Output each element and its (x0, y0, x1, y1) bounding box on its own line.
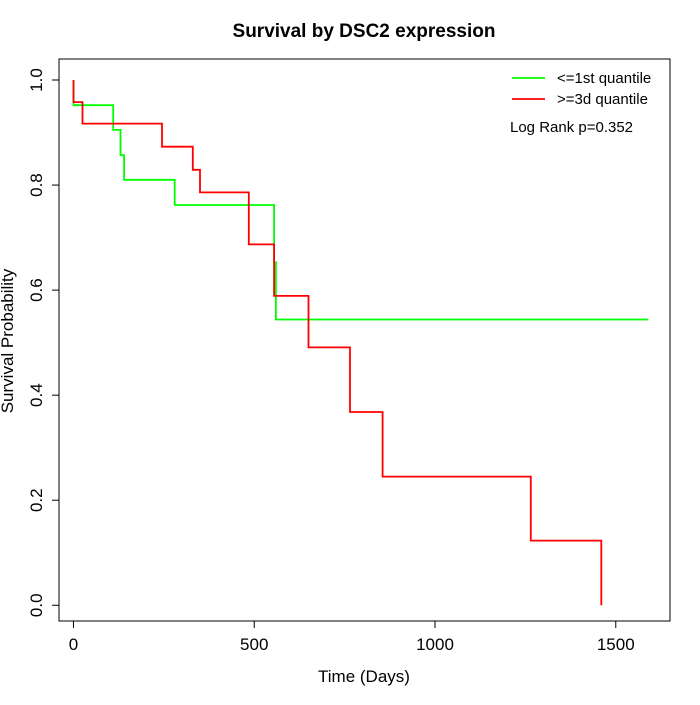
survival-curve-1 (72, 80, 649, 321)
y-tick-label: 0.2 (27, 488, 46, 512)
x-tick-label: 0 (69, 635, 78, 654)
x-tick-label: 500 (240, 635, 268, 654)
y-tick-label: 1.0 (27, 68, 46, 92)
y-tick-label: 0.4 (27, 383, 46, 407)
survival-curve-2 (72, 80, 603, 606)
x-tick-label: 1000 (416, 635, 454, 654)
y-axis-label: Survival Probability (0, 268, 17, 413)
logrank-annotation: Log Rank p=0.352 (510, 119, 633, 136)
y-tick-label: 0.6 (27, 278, 46, 302)
y-axis: 0.0 0.2 0.4 0.6 0.8 1.0 (27, 68, 60, 617)
x-axis: 0 500 1000 1500 (69, 620, 635, 654)
chart-title: Survival by DSC2 expression (233, 21, 496, 42)
x-tick-label: 1500 (597, 635, 635, 654)
x-axis-label: Time (Days) (318, 667, 410, 686)
legend: <=1st quantile >=3d quantile (512, 70, 651, 108)
y-tick-label: 0.0 (27, 593, 46, 617)
legend-label-2: >=3d quantile (557, 91, 648, 108)
y-tick-label: 0.8 (27, 173, 46, 197)
series-layer (72, 80, 649, 606)
legend-label-1: <=1st quantile (557, 70, 651, 87)
